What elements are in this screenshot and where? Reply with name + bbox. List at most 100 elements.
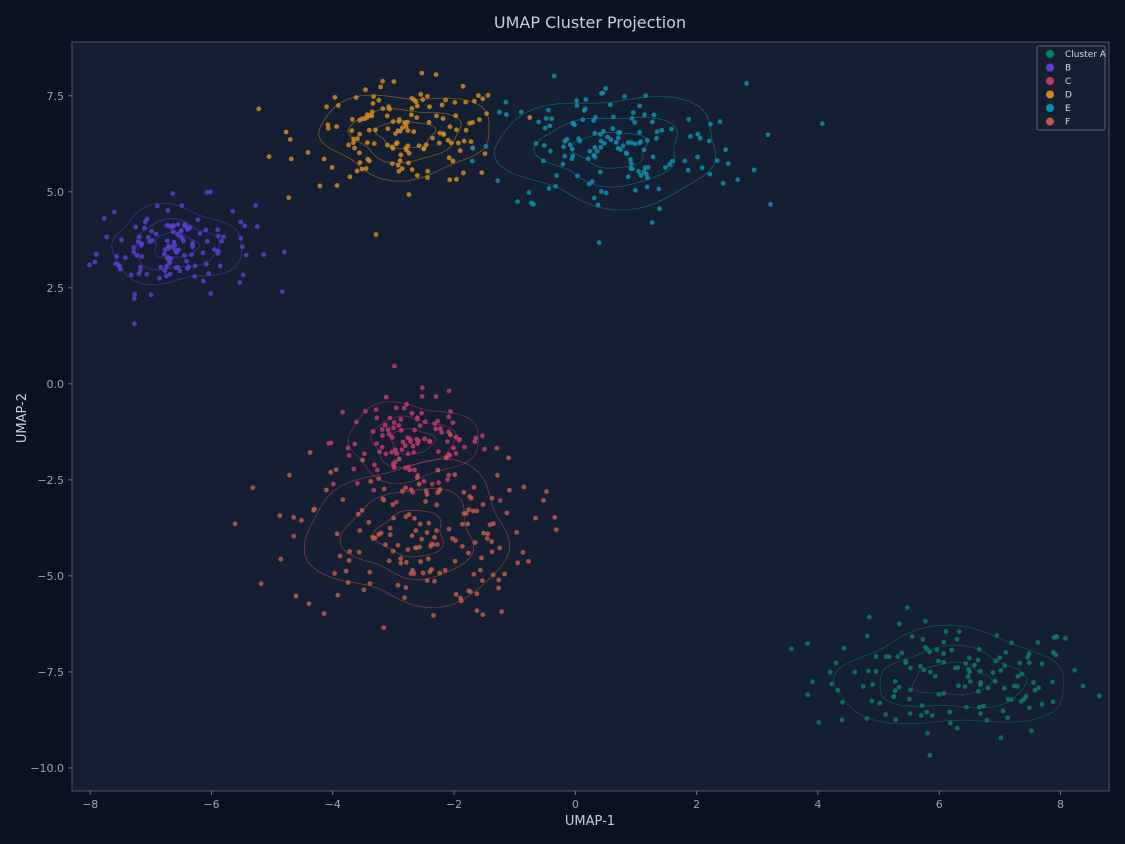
scatter-point xyxy=(305,150,311,155)
scatter-point xyxy=(353,95,359,100)
scatter-point xyxy=(436,140,442,146)
scatter-point xyxy=(471,484,477,490)
scatter-point xyxy=(396,423,402,428)
legend-marker xyxy=(1046,77,1054,85)
scatter-point xyxy=(460,521,465,527)
scatter-point xyxy=(923,618,928,624)
scatter-point xyxy=(840,699,845,705)
scatter-point xyxy=(398,560,404,566)
scatter-point xyxy=(611,114,616,120)
scatter-point xyxy=(520,550,526,555)
scatter-point xyxy=(405,547,411,552)
scatter-point xyxy=(455,140,461,146)
scatter-point xyxy=(598,131,603,137)
scatter-point xyxy=(952,665,958,671)
x-tick-label: 4 xyxy=(814,798,821,811)
scatter-point xyxy=(768,202,773,207)
scatter-point xyxy=(708,121,713,127)
scatter-point xyxy=(346,453,352,458)
scatter-point xyxy=(356,549,362,555)
scatter-point xyxy=(423,488,429,494)
legend-marker xyxy=(1046,90,1054,99)
scatter-point xyxy=(496,585,501,591)
scatter-point xyxy=(409,112,414,118)
scatter-point xyxy=(291,515,297,520)
scatter-point xyxy=(936,692,942,697)
scatter-point xyxy=(574,103,580,108)
scatter-point xyxy=(461,170,466,176)
x-tick-label: −8 xyxy=(82,798,98,811)
scatter-point xyxy=(321,156,327,162)
scatter-point xyxy=(908,665,913,671)
scatter-point xyxy=(149,228,155,234)
scatter-point xyxy=(504,112,509,117)
scatter-point xyxy=(580,117,586,123)
scatter-point xyxy=(419,410,424,416)
scatter-point xyxy=(307,450,313,455)
scatter-point xyxy=(454,127,459,133)
density-contour xyxy=(318,94,490,182)
scatter-point xyxy=(506,455,511,461)
scatter-point xyxy=(601,140,607,146)
scatter-point xyxy=(391,515,396,521)
scatter-point xyxy=(587,148,593,154)
scatter-point xyxy=(603,190,609,196)
scatter-point xyxy=(657,206,662,212)
y-axis-title: UMAP-2 xyxy=(15,393,30,443)
scatter-point xyxy=(1063,636,1068,641)
scatter-point xyxy=(1029,728,1034,734)
scatter-point xyxy=(615,135,621,141)
scatter-point xyxy=(495,472,500,478)
scatter-point xyxy=(533,141,539,146)
scatter-point xyxy=(964,704,969,710)
scatter-point xyxy=(138,264,143,270)
scatter-point xyxy=(335,592,341,598)
scatter-point xyxy=(435,418,440,424)
scatter-point xyxy=(157,275,163,281)
scatter-point xyxy=(414,103,420,109)
scatter-point xyxy=(497,545,502,551)
scatter-point xyxy=(453,434,459,440)
scatter-point xyxy=(644,138,650,143)
scatter-point xyxy=(654,135,659,141)
scatter-point xyxy=(638,139,643,145)
y-tick-label: 5.0 xyxy=(47,186,65,199)
scatter-point xyxy=(819,121,825,126)
density-contour xyxy=(339,488,475,581)
x-tick-label: 2 xyxy=(693,798,700,811)
scatter-point xyxy=(448,409,453,414)
scatter-point xyxy=(1080,683,1086,689)
scatter-point xyxy=(418,559,423,564)
scatter-point xyxy=(256,106,262,112)
scatter-point xyxy=(462,444,467,450)
scatter-point xyxy=(427,439,433,445)
scatter-point xyxy=(548,148,553,154)
scatter-point xyxy=(413,545,418,551)
scatter-point xyxy=(372,462,377,468)
scatter-point xyxy=(642,165,648,171)
scatter-point xyxy=(357,131,362,137)
scatter-point xyxy=(1000,708,1006,714)
scatter-point xyxy=(420,570,426,576)
scatter-point xyxy=(429,481,435,487)
scatter-point xyxy=(896,684,902,690)
scatter-point xyxy=(360,457,365,463)
scatter-point xyxy=(430,135,435,141)
scatter-point xyxy=(471,571,477,577)
scatter-point xyxy=(415,415,420,421)
scatter-point xyxy=(343,568,349,574)
scatter-point xyxy=(175,222,181,227)
scatter-point xyxy=(345,580,351,585)
scatter-point xyxy=(406,512,412,517)
scatter-point xyxy=(816,720,822,725)
scatter-point xyxy=(474,608,480,614)
scatter-point xyxy=(382,422,388,428)
scatter-point xyxy=(470,508,476,514)
scatter-point xyxy=(404,401,409,407)
scatter-point xyxy=(258,581,264,587)
scatter-point xyxy=(373,232,379,238)
scatter-point xyxy=(440,116,446,121)
scatter-point xyxy=(161,251,167,257)
scatter-point xyxy=(533,515,538,521)
scatter-point xyxy=(400,125,405,131)
